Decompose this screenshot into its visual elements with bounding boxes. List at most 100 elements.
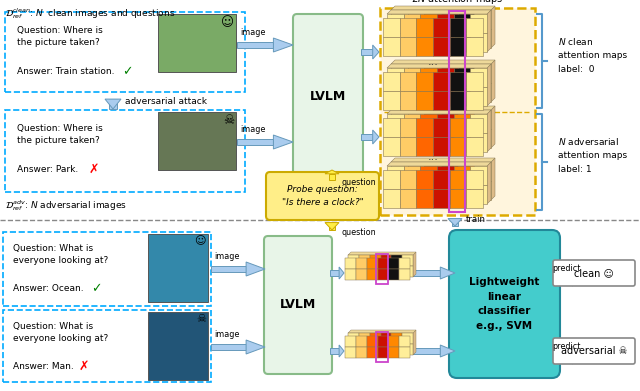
Bar [454, 185, 470, 204]
Text: Question: What is: Question: What is [13, 322, 93, 331]
Bar [408, 10, 424, 29]
Bar [387, 133, 404, 152]
Polygon shape [105, 99, 121, 109]
Bar [329, 174, 335, 180]
Bar [383, 189, 399, 208]
Text: LVLM: LVLM [310, 90, 346, 104]
Bar [458, 129, 474, 148]
Bar [454, 166, 470, 185]
Text: predict: predict [552, 264, 580, 273]
Bar [348, 266, 359, 277]
Bar [402, 255, 413, 266]
Bar [470, 33, 487, 52]
Bar [388, 258, 399, 269]
Bar [345, 347, 356, 358]
Text: Lightweight
linear
classifier
e.g., SVM: Lightweight linear classifier e.g., SVM [469, 277, 540, 331]
Bar [474, 129, 491, 148]
Bar [433, 91, 450, 110]
Bar [454, 14, 470, 33]
Text: $\mathcal{D}_{ref}^{clean}$: $N$  clean images and questions: $\mathcal{D}_{ref}^{clean}$: $N$ clean i… [5, 6, 175, 21]
Bar [148, 312, 208, 380]
Bar [433, 72, 450, 91]
Text: question: question [341, 228, 376, 237]
Bar [345, 269, 356, 280]
Bar [404, 87, 420, 106]
Bar [420, 166, 437, 185]
Polygon shape [339, 267, 344, 279]
Polygon shape [413, 330, 416, 355]
Bar [391, 181, 408, 200]
Bar [381, 255, 391, 266]
Bar [424, 162, 441, 181]
Bar [424, 29, 441, 48]
Bar [367, 258, 378, 269]
Bar [399, 137, 417, 156]
Bar [417, 37, 433, 56]
Bar [433, 170, 450, 189]
Bar [391, 64, 408, 83]
Bar [356, 258, 367, 269]
Bar [348, 333, 359, 344]
Text: $N$ adversarial
attention maps
label: 1: $N$ adversarial attention maps label: 1 [558, 136, 627, 174]
Bar [402, 344, 413, 355]
Bar [348, 344, 359, 355]
Bar [467, 18, 483, 37]
Bar [408, 162, 424, 181]
Polygon shape [273, 135, 293, 149]
Bar [399, 72, 417, 91]
Bar [383, 91, 399, 110]
Polygon shape [391, 6, 495, 10]
Polygon shape [448, 219, 462, 226]
Bar [441, 29, 458, 48]
FancyBboxPatch shape [266, 172, 379, 220]
Bar [450, 18, 467, 37]
FancyBboxPatch shape [264, 236, 332, 374]
Bar [391, 266, 402, 277]
Bar [356, 347, 367, 358]
Polygon shape [440, 345, 455, 357]
Text: adversarial ☠: adversarial ☠ [561, 346, 627, 356]
Bar [345, 258, 356, 269]
Bar [554, 277, 572, 283]
Bar [408, 29, 424, 48]
Text: Answer: Man.: Answer: Man. [13, 362, 74, 371]
Bar [450, 137, 467, 156]
Bar [454, 68, 470, 87]
Polygon shape [491, 106, 495, 148]
Bar [437, 87, 454, 106]
Text: ☺: ☺ [195, 236, 206, 246]
Bar [237, 41, 273, 48]
Text: image: image [240, 28, 266, 37]
Bar [399, 336, 410, 347]
Text: Answer: Park.: Answer: Park. [17, 165, 78, 174]
Text: Question: Where is: Question: Where is [17, 26, 103, 35]
Bar [458, 29, 474, 48]
Text: adversarial attack: adversarial attack [125, 97, 207, 106]
Bar [158, 14, 236, 72]
Polygon shape [487, 110, 491, 152]
Bar [450, 189, 467, 208]
Bar [399, 170, 417, 189]
Bar [424, 181, 441, 200]
Polygon shape [246, 262, 265, 276]
Bar [467, 189, 483, 208]
Bar [420, 68, 437, 87]
Bar [237, 139, 273, 145]
Polygon shape [387, 110, 491, 114]
Text: ✓: ✓ [91, 282, 102, 295]
Polygon shape [440, 267, 455, 279]
Text: Question: What is: Question: What is [13, 244, 93, 253]
Bar [399, 258, 410, 269]
Bar [420, 14, 437, 33]
Bar [470, 87, 487, 106]
Polygon shape [339, 345, 344, 357]
Text: Question: Where is: Question: Where is [17, 124, 103, 133]
Bar [383, 118, 399, 137]
Bar [387, 166, 404, 185]
Polygon shape [325, 222, 339, 230]
Bar [391, 344, 402, 355]
Polygon shape [487, 162, 491, 204]
Text: $N$ clean
attention maps
label:  0: $N$ clean attention maps label: 0 [558, 36, 627, 74]
Bar [474, 181, 491, 200]
Bar [470, 166, 487, 185]
